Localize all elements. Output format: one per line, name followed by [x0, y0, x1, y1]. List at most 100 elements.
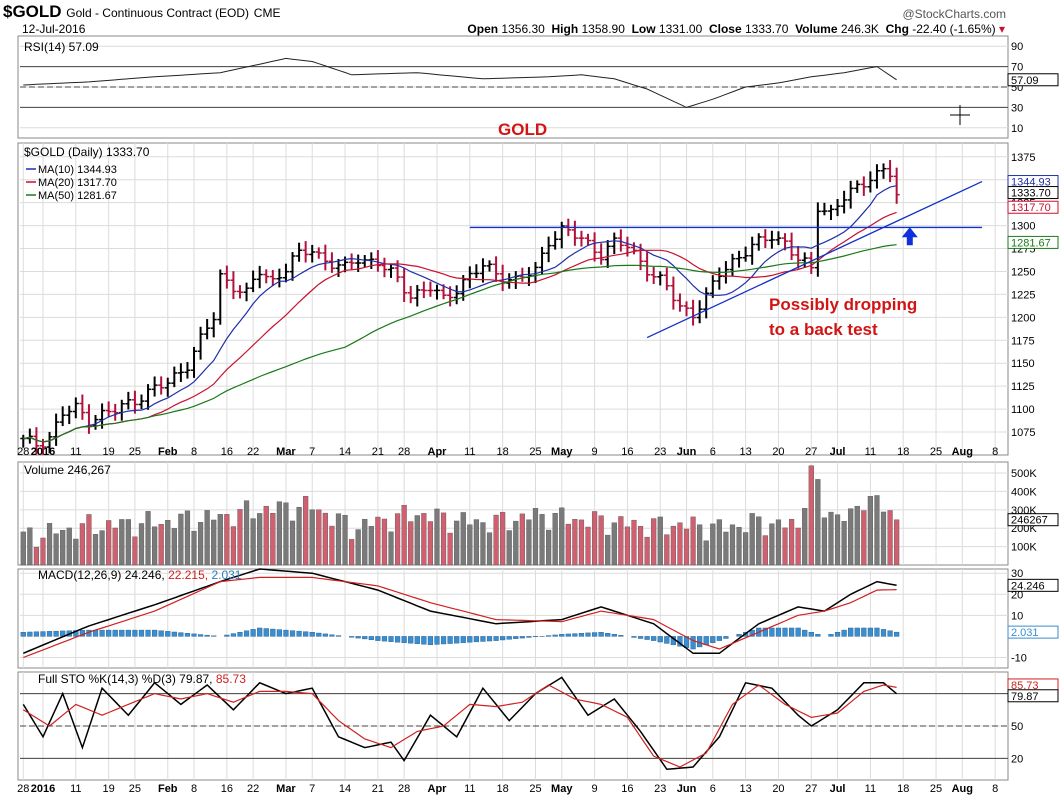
price-bar — [138, 394, 145, 410]
volume-bar — [683, 528, 690, 566]
macd-hist-bar — [250, 629, 256, 637]
volume-bar — [303, 496, 309, 566]
volume-bar — [736, 526, 742, 566]
x-tick-label: 23 — [654, 446, 666, 458]
ma-line-50 — [23, 244, 897, 443]
sto-x-axis: 28 2016 11 19 25 Feb 8 16 22 Mar 7 14 21 28 Apr 11 18 25 M… — [17, 783, 998, 795]
volume-bar — [677, 522, 683, 566]
volume-bar — [152, 526, 158, 566]
price-bar — [696, 300, 703, 324]
rsi-title: RSI(14) 57.09 — [24, 40, 99, 54]
macd-hist-bar — [145, 629, 151, 637]
value-badge-label: 246267 — [1011, 515, 1048, 527]
macd-hist-bar — [500, 636, 506, 641]
macd-hist-bar — [132, 629, 138, 637]
sto-k-value: 79.87, — [179, 672, 216, 686]
macd-hist-bar — [355, 636, 361, 639]
volume-bar — [565, 523, 571, 566]
macd-title: MACD(12,26,9) 24.246, 22.215, 2.031 — [38, 568, 242, 582]
volume-bar — [802, 508, 808, 566]
x-tick-label: 25 — [930, 783, 942, 795]
volume-bar — [106, 520, 112, 566]
value-badge-label: 1281.67 — [1011, 237, 1051, 249]
price-bar — [795, 246, 802, 269]
volume-bar — [473, 519, 479, 566]
x-tick-label: 25 — [529, 783, 541, 795]
y-tick-label: 1375 — [1011, 152, 1035, 164]
macd-hist-bar — [546, 635, 552, 637]
price-bar — [775, 231, 782, 246]
price-bar — [893, 167, 900, 204]
price-bar — [657, 271, 664, 286]
price-bar — [197, 326, 204, 360]
volume-bar — [657, 516, 663, 566]
volume-bar — [539, 514, 545, 566]
macd-hist-bar — [887, 630, 893, 637]
x-tick-label: 23 — [654, 783, 666, 795]
volume-bar — [401, 505, 407, 566]
macd-hist-bar — [493, 636, 499, 641]
x-tick-label: 11 — [70, 446, 81, 458]
price-bar — [887, 160, 894, 183]
volume-bar — [355, 529, 361, 566]
volume-bar — [79, 523, 85, 566]
y-tick-label: 1175 — [1011, 335, 1035, 347]
macd-hist-bar — [861, 627, 867, 637]
volume-bar — [257, 513, 263, 566]
volume-bar — [316, 509, 322, 566]
volume-bar — [375, 516, 381, 566]
volume-bar — [394, 513, 401, 566]
macd-hist-bar — [460, 636, 466, 643]
macd-hist-bar — [257, 627, 263, 637]
y-tick-label: 1250 — [1011, 266, 1035, 278]
value-badge-label: 79.87 — [1011, 691, 1039, 703]
price-bar — [92, 415, 99, 430]
x-tick-label: Jun — [677, 783, 697, 795]
x-tick-label: 16 — [621, 446, 633, 458]
site-credit: @StockCharts.com — [902, 7, 1006, 21]
macd-hist-bar — [552, 634, 558, 637]
price-bar — [125, 391, 132, 410]
volume-bar — [349, 539, 355, 566]
volume-bar — [480, 522, 486, 566]
price-bar — [847, 180, 854, 209]
volume-bar — [217, 514, 223, 566]
volume-bar — [749, 513, 755, 566]
value-badge-label: 85.73 — [1011, 680, 1039, 692]
macd-hist-bar — [165, 631, 171, 637]
value-badge-box — [1007, 578, 1059, 592]
x-tick-label: 16 — [621, 783, 633, 795]
close-badge: 1333.70 — [1007, 186, 1059, 200]
macd-hist-bar — [631, 636, 637, 638]
price-bar — [768, 230, 775, 249]
price-bar — [309, 244, 316, 263]
price-bar — [873, 164, 880, 189]
price-bar — [762, 229, 769, 249]
price-bar — [854, 180, 861, 193]
volume-bar — [880, 511, 887, 566]
macd-hist-bar — [349, 636, 355, 638]
macd-hist-bar — [447, 636, 453, 644]
y-tick-label: 1300 — [1011, 221, 1035, 233]
price-bar — [164, 377, 171, 397]
macd-hist-bar — [782, 627, 788, 637]
macd-hist-bar — [657, 636, 663, 643]
sto-y-axis: 205080 — [20, 689, 1023, 765]
macd-hist-bar — [178, 632, 184, 637]
macd-hist-bar — [381, 636, 388, 642]
value-badge-label: 1317.70 — [1011, 202, 1051, 214]
price-bar — [236, 285, 243, 299]
volume-bar — [624, 526, 631, 566]
macd-hist-bar — [362, 636, 368, 640]
macd-hist-bar — [263, 628, 269, 637]
macd-hist-bar — [401, 636, 407, 643]
volume-bar — [887, 510, 893, 566]
volume-bar — [598, 515, 604, 566]
macd-hist-bar — [440, 636, 447, 645]
sto-d-badge: 85.73 — [1007, 678, 1059, 692]
macd-hist-bar — [421, 636, 427, 645]
volume-bar — [631, 519, 637, 566]
macd-hist-bar — [270, 628, 276, 637]
volume-bar — [716, 519, 722, 566]
price-bar — [716, 267, 723, 290]
